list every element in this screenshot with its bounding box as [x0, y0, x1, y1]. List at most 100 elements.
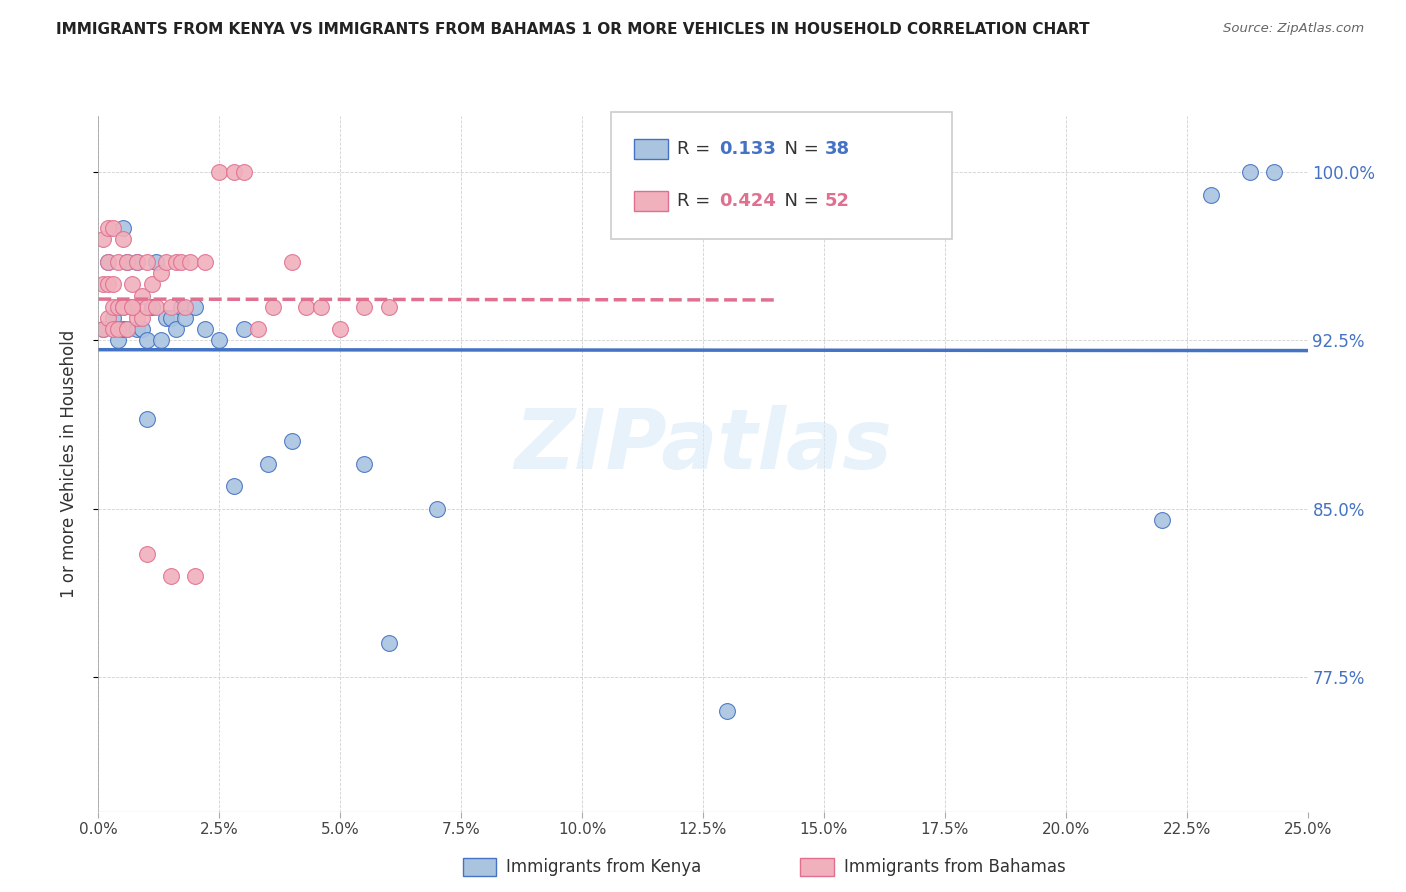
Point [97, 255, 120, 269]
Point [716, 704, 738, 718]
Point [127, 255, 149, 269]
Point [97, 255, 120, 269]
Point [281, 434, 304, 449]
Point [329, 322, 352, 336]
Point [1199, 187, 1222, 202]
Point [1263, 165, 1285, 179]
Point [309, 300, 332, 314]
Point [353, 457, 375, 471]
Point [165, 255, 187, 269]
Text: 52: 52 [825, 192, 851, 211]
Point [135, 412, 157, 426]
Point [174, 300, 197, 314]
Point [377, 636, 399, 650]
Point [145, 300, 167, 314]
Point [150, 334, 173, 348]
Point [184, 300, 207, 314]
Point [101, 221, 124, 235]
Point [91, 232, 114, 246]
Point [135, 547, 157, 561]
Text: Source: ZipAtlas.com: Source: ZipAtlas.com [1223, 22, 1364, 36]
Point [131, 310, 153, 325]
Point [1152, 513, 1174, 527]
Text: N =: N = [773, 192, 824, 211]
Point [101, 300, 124, 314]
Point [281, 255, 304, 269]
Point [111, 232, 134, 246]
Point [155, 310, 177, 325]
Point [150, 266, 173, 280]
Point [121, 300, 143, 314]
Point [160, 300, 183, 314]
Point [135, 300, 157, 314]
Text: ZIPatlas: ZIPatlas [515, 406, 891, 486]
Point [97, 310, 120, 325]
Text: 38: 38 [825, 140, 851, 158]
Point [111, 322, 134, 336]
Point [141, 300, 163, 314]
Point [247, 322, 270, 336]
Point [107, 322, 129, 336]
Point [107, 322, 129, 336]
Y-axis label: 1 or more Vehicles in Household: 1 or more Vehicles in Household [59, 330, 77, 598]
Point [174, 310, 197, 325]
Point [117, 322, 139, 336]
Point [256, 457, 278, 471]
Point [232, 165, 254, 179]
Point [145, 255, 167, 269]
Point [121, 300, 143, 314]
Point [169, 255, 191, 269]
Point [184, 569, 207, 583]
Point [111, 221, 134, 235]
Text: R =: R = [678, 192, 717, 211]
Point [97, 221, 120, 235]
Point [222, 165, 245, 179]
Point [101, 277, 124, 292]
Point [135, 334, 157, 348]
Point [117, 255, 139, 269]
Point [222, 479, 245, 493]
Point [107, 300, 129, 314]
Point [194, 322, 217, 336]
Point [353, 300, 375, 314]
Point [117, 255, 139, 269]
Point [1239, 165, 1261, 179]
Point [155, 255, 177, 269]
Point [194, 255, 217, 269]
Text: Immigrants from Bahamas: Immigrants from Bahamas [844, 858, 1066, 876]
Point [101, 310, 124, 325]
Point [165, 322, 187, 336]
Point [91, 322, 114, 336]
Point [111, 300, 134, 314]
Point [295, 300, 318, 314]
Point [262, 300, 284, 314]
Point [131, 288, 153, 302]
Text: 0.133: 0.133 [720, 140, 776, 158]
Point [135, 255, 157, 269]
Point [208, 334, 231, 348]
Point [107, 255, 129, 269]
Point [377, 300, 399, 314]
Point [97, 277, 120, 292]
Text: 0.424: 0.424 [720, 192, 776, 211]
Text: IMMIGRANTS FROM KENYA VS IMMIGRANTS FROM BAHAMAS 1 OR MORE VEHICLES IN HOUSEHOLD: IMMIGRANTS FROM KENYA VS IMMIGRANTS FROM… [56, 22, 1090, 37]
Point [117, 322, 139, 336]
Point [127, 255, 149, 269]
Text: Immigrants from Kenya: Immigrants from Kenya [506, 858, 702, 876]
Point [232, 322, 254, 336]
Point [141, 277, 163, 292]
Point [91, 322, 114, 336]
Text: R =: R = [678, 140, 717, 158]
Point [127, 310, 149, 325]
Point [169, 300, 191, 314]
Point [127, 322, 149, 336]
Point [179, 255, 201, 269]
Text: N =: N = [773, 140, 824, 158]
Point [426, 501, 449, 516]
Point [111, 300, 134, 314]
Point [101, 322, 124, 336]
Point [107, 334, 129, 348]
Point [131, 322, 153, 336]
Point [121, 277, 143, 292]
Point [160, 310, 183, 325]
